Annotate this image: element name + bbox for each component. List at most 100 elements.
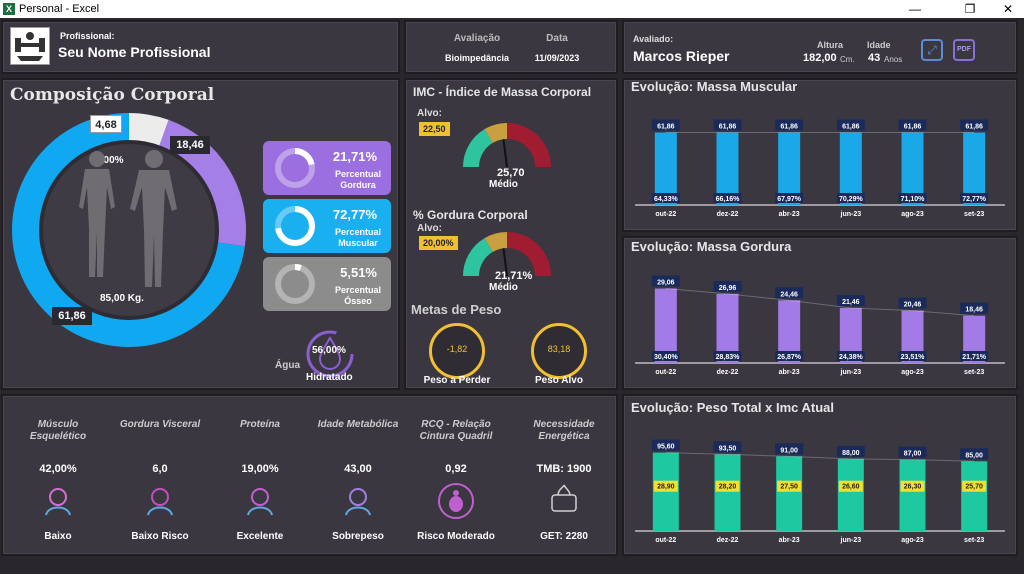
imc-label: 28,90 [657,484,675,491]
bar [652,452,679,531]
metas-title: Metas de Peso [411,302,502,317]
value-label: 18,46 [965,307,983,314]
indicator-status: Sobrepeso [332,531,384,542]
imc-value: 25,70 [497,167,525,179]
agua-status: Hidratado [306,372,353,383]
data-value: 11/09/2023 [534,53,580,63]
card-muscular: 72,77% Percentual Muscular [263,199,391,253]
indicator-value: 42,00% [39,463,77,475]
idade-label: Idade [867,40,891,50]
indicator-label: RCQ - Relação Cintura Quadril [419,419,493,442]
category-label: out-22 [655,537,676,544]
value-label-bg [836,295,865,307]
bottom-label: 24,38% [839,354,864,361]
category-label: dez-22 [717,537,739,544]
bottom-label: 21,71% [962,354,987,361]
card-osseo: 5,51% Percentual Ósseo [263,257,391,311]
value-label: 61,86 [780,124,798,131]
restore-button[interactable]: ❐ [964,2,976,16]
imc-label-bg [838,480,863,492]
card-osseo-label1: Percentual [334,285,381,295]
category-label: jun-23 [840,537,862,544]
bottom-label: 70,29% [839,196,864,203]
profissional-label: Profissional: [60,31,115,41]
gordura-corporal-status: Médio [489,282,518,293]
category-label: abr-23 [779,211,800,218]
massa-gordura-chart: 29,06 30,40% out-22 26,96 28,83% dez-22 24,46 2… [635,275,1005,376]
bottom-label-bg [775,351,804,361]
title-bar: X Personal - Excel — ❐ ✕ [0,0,1024,18]
expand-icon[interactable]: ⤢ [921,39,943,61]
value-label-bg [960,448,989,460]
peso-perder-ring [429,323,485,379]
indicator-label: Músculo Esquelético [29,419,87,442]
card-gordura-pct: 21,71% [332,149,377,164]
close-button[interactable]: ✕ [1002,2,1014,16]
bar [778,132,801,205]
minimize-button[interactable]: — [909,2,921,16]
excel-icon: X [3,3,15,15]
category-label: ago-23 [901,537,924,544]
category-label: jun-23 [840,369,862,376]
value-label: 21,46 [842,299,860,306]
ring-track [275,264,315,304]
profissional-name: Seu Nome Profissional [58,44,211,60]
agua-pct: 56,00% [312,345,346,356]
value-label: 95,60 [657,444,675,451]
bar [837,458,864,531]
card-osseo-pct: 5,51% [340,265,377,280]
card-osseo-label2: Ósseo [344,296,372,306]
indicator-label: Idade Metabólica [317,419,399,430]
value-label-bg [836,119,865,131]
logo [10,27,50,65]
category-label: jun-23 [840,211,862,218]
altura-value: 182,00 [803,52,837,64]
value-label: 29,06 [657,280,675,287]
value-label-bg [651,439,680,451]
bottom-label-bg [898,193,927,203]
ring-fill [275,264,315,304]
avaliado-label: Avaliado: [633,34,674,44]
bottom-label: 23,51% [901,354,926,361]
gauge-segment [506,232,551,277]
bottom-label-bg [960,351,989,361]
card-gordura-label2: Gordura [340,180,376,190]
gauge-segment [463,238,494,277]
bottom-label-bg [898,351,927,361]
value-label: 20,46 [904,302,922,309]
indicator-status: GET: 2280 [540,531,588,542]
window-title: Personal - Excel [19,3,100,15]
bottom-label: 30,40% [654,354,679,361]
peso-imc-chart: 95,60 28,90 out-22 93,50 28,20 dez-22 91,00 27,… [635,439,1005,544]
imc-label: 26,60 [842,484,860,491]
massa-gordura-panel: Evolução: Massa Gordura 29,06 30,40% out-2… [624,238,1016,388]
bar [839,308,862,363]
imc-label-bg [653,480,678,492]
imc-label-bg [900,480,925,492]
imc-gauge [463,123,551,168]
bottom-label-bg [713,351,742,361]
category-label: abr-23 [779,369,800,376]
indicator-label: Proteína [239,419,280,430]
value-label-bg [898,119,927,131]
value-label: 61,86 [719,124,737,131]
category-label: ago-23 [901,369,924,376]
altura-label: Altura [817,40,844,50]
value-label: 93,50 [719,445,737,452]
muscular-ring [275,206,315,246]
avaliacao-label: Avaliação [453,33,501,44]
bottom-label: 28,83% [716,354,741,361]
value-label-bg [713,280,742,292]
osseo-ring [275,264,315,304]
pdf-icon[interactable]: PDF [953,39,975,61]
bar [776,456,803,531]
bar [901,132,924,205]
gauge-needle [502,248,508,277]
category-label: set-23 [964,537,984,544]
bottom-label: 66,16% [716,196,741,203]
imc-status: Médio [489,179,518,190]
bottom-label: 64,33% [654,196,679,203]
value-label-bg [713,119,742,131]
value-label: 61,86 [965,124,983,131]
card-osseo-label: Percentual Ósseo [335,285,381,307]
